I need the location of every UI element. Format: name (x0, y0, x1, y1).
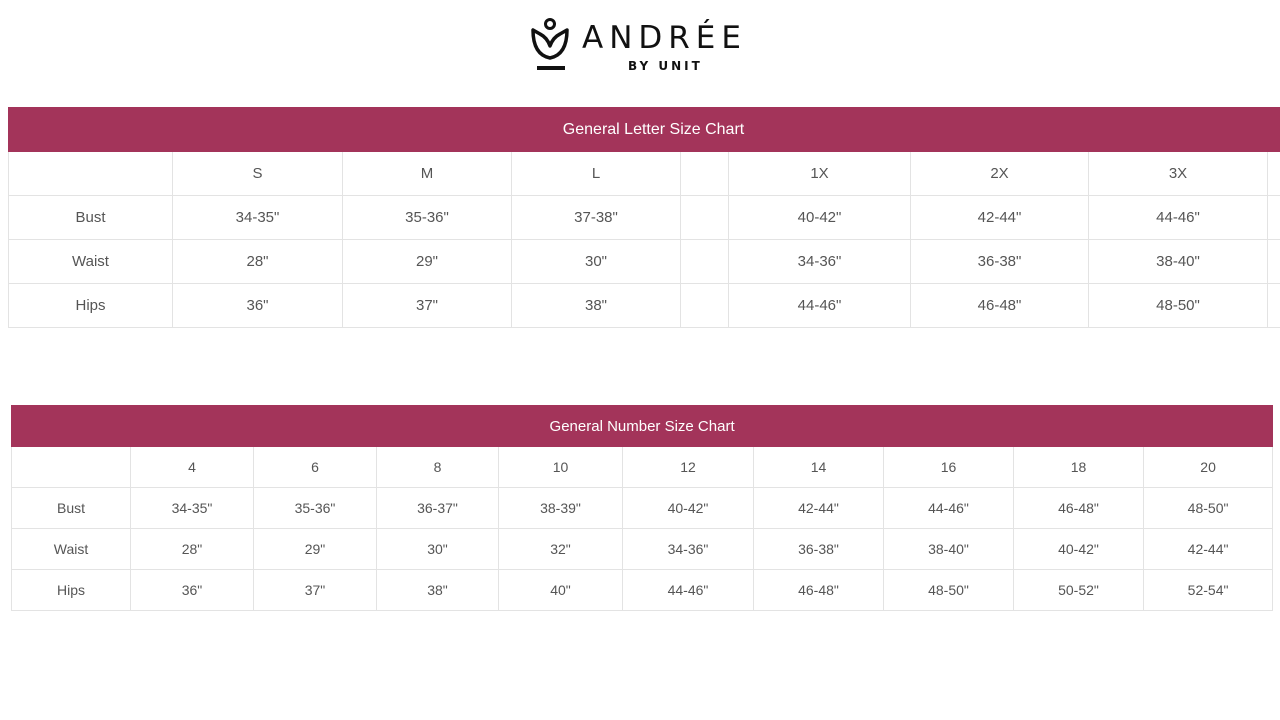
brand-name: ANDRÉE (582, 20, 747, 56)
row-label: Bust (11, 487, 131, 529)
table-cell: 37" (253, 569, 377, 611)
table-cell: 46-48" (753, 569, 884, 611)
table-cell: 37" (342, 283, 512, 328)
table-cell: 42-44" (1142, 528, 1274, 570)
column-header: 8 (376, 446, 499, 488)
table-cell: 44-46" (622, 569, 754, 611)
column-header: 4 (130, 446, 254, 488)
table-cell: 46-48" (1013, 487, 1144, 529)
table-row: Hips 36" 37" 38" 44-46" 46-48" 48-50" (8, 283, 1280, 328)
column-header: 16 (883, 446, 1014, 488)
column-header: 14 (753, 446, 884, 488)
brand-tagline: BY UNIT (628, 59, 703, 73)
table-cell: 40-42" (1013, 528, 1144, 570)
table-row: Waist 28" 29" 30" 32" 34-36" 36-38" 38-40" 40-42… (11, 528, 1274, 570)
table-cell: 36-38" (910, 239, 1089, 284)
table-cell: 46-48" (910, 283, 1089, 328)
table-cell: 42-44" (910, 195, 1089, 240)
row-label: Bust (8, 195, 173, 240)
table-row: Bust 34-35" 35-36" 36-37" 38-39" 40-42" 42-44"… (11, 487, 1274, 529)
tulip-icon (531, 18, 569, 70)
column-header: M (342, 151, 512, 196)
column-header (8, 151, 173, 196)
row-label: Waist (8, 239, 173, 284)
chart-title: General Number Size Chart (10, 405, 1274, 447)
column-header: 2X (910, 151, 1089, 196)
row-label: Waist (11, 528, 131, 570)
table-cell: 44-46" (883, 487, 1014, 529)
table-cell: 40-42" (622, 487, 754, 529)
table-cell: 34-35" (172, 195, 343, 240)
column-header: 1X (728, 151, 911, 196)
table-row: Waist 28" 29" 30" 34-36" 36-38" 38-40" (8, 239, 1280, 284)
letter-size-chart: General Letter Size Chart S M L 1X 2X 3X… (7, 107, 1280, 328)
column-header: 10 (498, 446, 623, 488)
table-cell: 36-37" (376, 487, 499, 529)
table-cell: 42-44" (753, 487, 884, 529)
table-cell: 38-39" (498, 487, 623, 529)
table-cell: 40" (498, 569, 623, 611)
table-cell: 28" (172, 239, 343, 284)
table-cell: 29" (253, 528, 377, 570)
table-cell: 30" (376, 528, 499, 570)
table-cell: 36" (172, 283, 343, 328)
table-cell: 28" (130, 528, 254, 570)
table-cell: 44-46" (1088, 195, 1268, 240)
table-cell: 48-50" (1142, 487, 1274, 529)
column-header: 18 (1013, 446, 1144, 488)
table-cell (680, 283, 729, 328)
table-cell: 37-38" (511, 195, 681, 240)
table-cell: 48-50" (883, 569, 1014, 611)
column-header (680, 151, 729, 196)
table-cell: 35-36" (253, 487, 377, 529)
column-header: 6 (253, 446, 377, 488)
table-row: Hips 36" 37" 38" 40" 44-46" 46-48" 48-50" 50-52"… (11, 569, 1274, 611)
number-size-chart: General Number Size Chart 4 6 8 10 12 14 16 18 2… (10, 405, 1274, 611)
table-cell (1266, 283, 1280, 328)
table-cell: 34-36" (728, 239, 911, 284)
column-header (1266, 151, 1280, 196)
brand-logo: ANDRÉE BY UNIT (530, 18, 752, 76)
header-row: 4 6 8 10 12 14 16 18 20 (11, 446, 1274, 488)
table-cell: 38" (511, 283, 681, 328)
table-cell (1266, 239, 1280, 284)
table-cell: 34-36" (622, 528, 754, 570)
table-cell: 35-36" (342, 195, 512, 240)
table-row: Bust 34-35" 35-36" 37-38" 40-42" 42-44" 44-46" (8, 195, 1280, 240)
table-cell: 29" (342, 239, 512, 284)
header-row: S M L 1X 2X 3X (8, 151, 1280, 196)
table-cell: 30" (511, 239, 681, 284)
column-header: 12 (622, 446, 754, 488)
column-header: 3X (1088, 151, 1268, 196)
table-cell: 34-35" (130, 487, 254, 529)
table-cell: 40-42" (728, 195, 911, 240)
column-header: S (172, 151, 343, 196)
column-header: 20 (1142, 446, 1274, 488)
table-cell: 32" (498, 528, 623, 570)
table-cell: 48-50" (1088, 283, 1268, 328)
table-cell: 52-54" (1142, 569, 1274, 611)
table-cell: 38-40" (883, 528, 1014, 570)
table-cell (1266, 195, 1280, 240)
table-cell: 36" (130, 569, 254, 611)
table-cell: 44-46" (728, 283, 911, 328)
table-cell (680, 239, 729, 284)
table-cell: 38-40" (1088, 239, 1268, 284)
table-cell (680, 195, 729, 240)
column-header (11, 446, 131, 488)
table-cell: 50-52" (1013, 569, 1144, 611)
chart-title: General Letter Size Chart (7, 107, 1280, 152)
column-header: L (511, 151, 681, 196)
row-label: Hips (11, 569, 131, 611)
table-cell: 38" (376, 569, 499, 611)
row-label: Hips (8, 283, 173, 328)
table-cell: 36-38" (753, 528, 884, 570)
